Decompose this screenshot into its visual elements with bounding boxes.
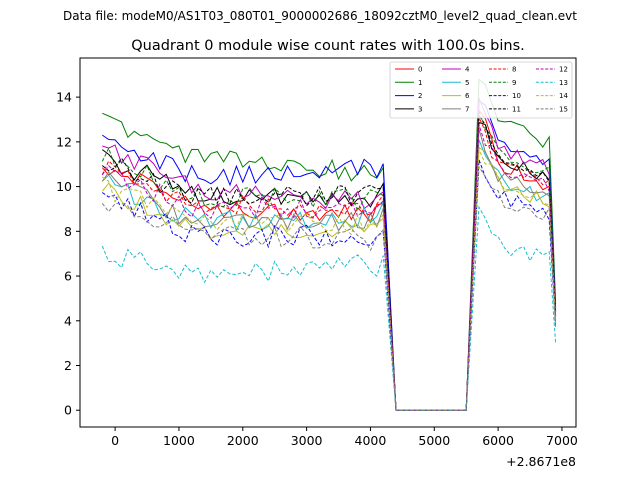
legend-label-0: 0 xyxy=(418,66,422,74)
legend-label-10: 10 xyxy=(512,92,521,100)
chart-title: Quadrant 0 module wise count rates with … xyxy=(131,38,525,54)
series-line-15 xyxy=(101,165,557,411)
series-line-8 xyxy=(101,116,557,411)
series-line-10 xyxy=(102,159,557,411)
y-tick-label: 12 xyxy=(56,134,72,149)
legend-label-5: 5 xyxy=(465,79,469,87)
axes-frame xyxy=(79,57,577,428)
legend-box xyxy=(389,61,573,119)
series-line-7 xyxy=(101,128,557,411)
y-tick-label: 4 xyxy=(64,313,72,328)
legend-label-6: 6 xyxy=(465,92,470,100)
series-line-0 xyxy=(101,108,557,411)
plot-lines xyxy=(101,78,557,411)
legend-label-4: 4 xyxy=(465,66,470,74)
legend-label-2: 2 xyxy=(418,92,422,100)
x-tick-label: 4000 xyxy=(355,433,387,448)
series-line-4 xyxy=(102,97,557,411)
y-tick-label: 14 xyxy=(56,90,72,105)
legend-label-7: 7 xyxy=(465,105,469,113)
series-line-1 xyxy=(102,78,557,411)
legend-label-11: 11 xyxy=(512,105,521,113)
x-axis-ticks: 0 1000 2000 3000 4000 5000 6000 7000 xyxy=(111,427,578,448)
y-tick-label: 8 xyxy=(64,224,72,239)
y-tick-label: 10 xyxy=(56,179,72,194)
x-tick-label: 7000 xyxy=(546,433,578,448)
series-line-14 xyxy=(102,149,557,411)
x-tick-label: 3000 xyxy=(291,433,323,448)
series-line-12 xyxy=(101,124,557,411)
y-axis-ticks: 0 2 4 6 8 10 12 14 xyxy=(56,90,80,418)
legend-label-8: 8 xyxy=(512,66,516,74)
series-line-2 xyxy=(102,100,557,411)
y-tick-label: 2 xyxy=(64,358,72,373)
legend-label-13: 13 xyxy=(559,79,568,87)
x-tick-label: 5000 xyxy=(418,433,450,448)
x-tick-label: 0 xyxy=(111,433,119,448)
legend-label-14: 14 xyxy=(559,92,568,100)
x-tick-label: 1000 xyxy=(163,433,195,448)
series-line-3 xyxy=(102,121,557,411)
chart-suptitle: Data file: modeM0/AS1T03_080T01_90000026… xyxy=(63,9,577,23)
legend-label-12: 12 xyxy=(559,66,568,74)
series-line-9 xyxy=(101,111,557,411)
series-line-13 xyxy=(101,205,557,411)
legend-label-15: 15 xyxy=(559,105,568,113)
x-axis-offset-label: +2.8671e8 xyxy=(506,454,576,469)
x-tick-label: 6000 xyxy=(482,433,514,448)
legend-label-9: 9 xyxy=(512,79,516,87)
x-tick-label: 2000 xyxy=(227,433,259,448)
y-tick-label: 0 xyxy=(64,403,72,418)
legend-label-1: 1 xyxy=(418,79,422,87)
series-line-11 xyxy=(101,114,557,411)
legend-label-3: 3 xyxy=(418,105,422,113)
y-tick-label: 6 xyxy=(64,269,72,284)
